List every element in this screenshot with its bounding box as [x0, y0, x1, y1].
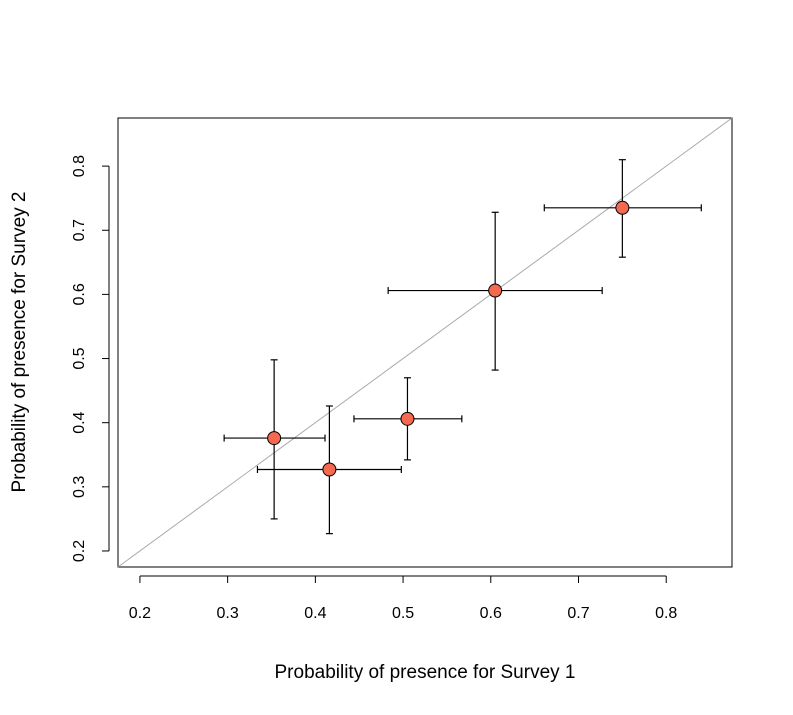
- y-tick-label-7: 0.8: [71, 155, 88, 177]
- data-point-3: [400, 411, 415, 426]
- points-group: [267, 200, 630, 477]
- x-axis: 0.2 0.3 0.4 0.5 0.6 0.7 0.8: [129, 575, 677, 622]
- reference-line-group: [117, 117, 733, 568]
- data-point-5: [615, 200, 630, 215]
- x-tick-label-1: 0.2: [129, 605, 151, 622]
- y-tick-label-3: 0.4: [71, 411, 88, 433]
- data-point-1: [267, 431, 282, 446]
- x-tick-label-2: 0.3: [217, 605, 239, 622]
- identity-line: [117, 117, 733, 568]
- x-tick-label-7: 0.8: [655, 605, 677, 622]
- y-tick-label-2: 0.3: [71, 476, 88, 498]
- x-tick-label-6: 0.7: [567, 605, 589, 622]
- y-axis-title: Probability of presence for Survey 2: [9, 192, 30, 493]
- data-point-4: [488, 283, 503, 298]
- x-axis-title: Probability of presence for Survey 1: [275, 662, 576, 683]
- data-point-2: [322, 462, 337, 477]
- y-tick-label-6: 0.7: [71, 219, 88, 241]
- error-bars-group: [223, 159, 702, 535]
- plot-frame: [117, 117, 733, 568]
- y-tick-label-4: 0.5: [71, 347, 88, 369]
- y-axis: 0.2 0.3 0.4 0.5 0.6 0.7 0.8: [71, 155, 110, 562]
- x-tick-label-4: 0.5: [392, 605, 414, 622]
- y-tick-label-1: 0.2: [71, 540, 88, 562]
- y-tick-label-5: 0.6: [71, 283, 88, 305]
- x-tick-label-3: 0.4: [304, 605, 326, 622]
- x-tick-label-5: 0.6: [480, 605, 502, 622]
